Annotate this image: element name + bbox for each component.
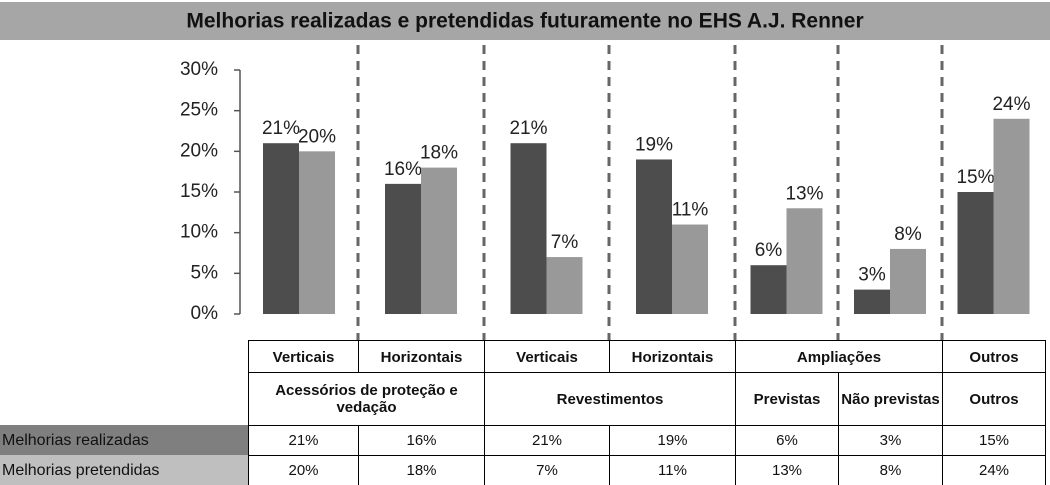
y-tick-label: 20% [180, 140, 218, 161]
data-label: 18% [420, 143, 458, 164]
table-value: 11% [609, 455, 736, 485]
category-header: Acessórios de proteção e vedação [248, 372, 485, 426]
y-tick-label: 30% [180, 59, 218, 80]
data-label: 24% [992, 94, 1030, 115]
table-value: 21% [248, 425, 359, 456]
table-value: 3% [838, 425, 943, 456]
table-value: 24% [942, 455, 1046, 485]
bar [299, 151, 335, 314]
bar [854, 289, 890, 314]
category-header: Previstas [735, 372, 839, 426]
legend-label: Melhorias realizadas [0, 425, 248, 455]
y-tick-label: 10% [180, 222, 218, 243]
category-header: Horizontais [358, 340, 485, 374]
table-value: 6% [735, 425, 839, 456]
y-tick-label: 15% [180, 181, 218, 202]
data-label: 7% [551, 232, 579, 253]
data-label: 16% [384, 159, 422, 180]
bar [510, 143, 547, 314]
bar [672, 224, 708, 314]
table-value: 20% [248, 455, 359, 485]
y-tick-label: 25% [180, 100, 218, 121]
table-value: 7% [484, 455, 610, 485]
bar [385, 183, 421, 314]
data-label: 3% [858, 265, 886, 286]
legend-label: Melhorias pretendidas [0, 455, 248, 485]
bar [993, 118, 1030, 314]
bar [421, 167, 457, 314]
data-label: 13% [785, 183, 823, 204]
data-label: 6% [755, 240, 783, 261]
category-header: Outros [942, 372, 1046, 426]
data-label: 8% [894, 224, 922, 245]
y-tick-label: 5% [191, 262, 219, 283]
y-tick-label: 0% [191, 303, 219, 324]
data-label: 11% [672, 200, 709, 221]
category-header: Verticais [248, 340, 359, 374]
chart-title: Melhorias realizadas e pretendidas futur… [186, 10, 863, 33]
table-value: 19% [609, 425, 736, 456]
title-bar [0, 2, 1050, 40]
data-label: 15% [956, 167, 994, 188]
bar [263, 143, 299, 314]
category-header: Verticais [484, 340, 610, 374]
table-value: 18% [358, 455, 485, 485]
table-value: 15% [942, 425, 1046, 456]
bar [786, 208, 823, 314]
bar [546, 257, 583, 314]
table-value: 21% [484, 425, 610, 456]
bar [636, 159, 672, 314]
data-label: 21% [262, 118, 300, 139]
category-header: Não previstas [838, 372, 943, 426]
table-value: 13% [735, 455, 839, 485]
data-label: 21% [509, 118, 547, 139]
bar [890, 248, 926, 314]
category-header: Outros [942, 340, 1046, 374]
table-value: 8% [838, 455, 943, 485]
category-header: Horizontais [609, 340, 736, 374]
table-value: 16% [358, 425, 485, 456]
data-label: 19% [635, 134, 673, 155]
bar [750, 265, 787, 314]
category-header: Ampliações [735, 340, 943, 374]
data-label: 20% [298, 126, 336, 147]
category-header: Revestimentos [484, 372, 736, 426]
bar [957, 192, 994, 314]
